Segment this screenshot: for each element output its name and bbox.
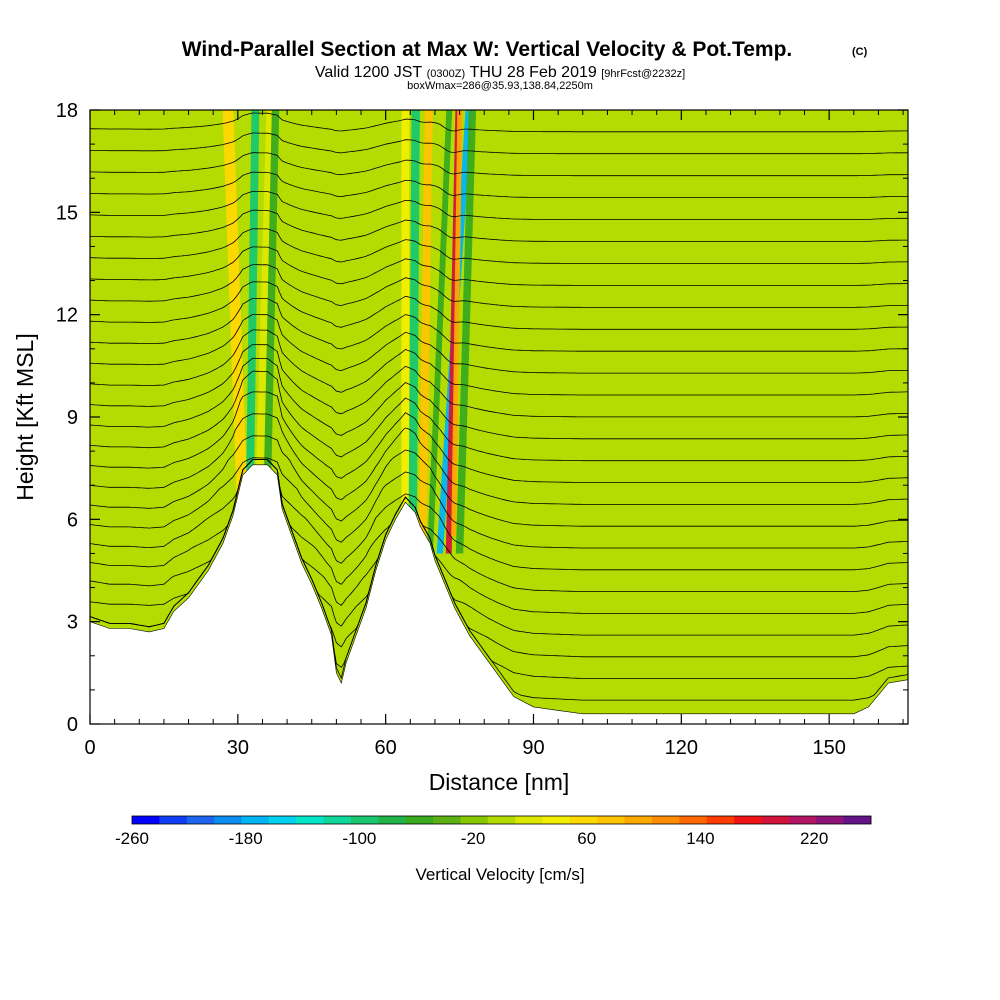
theta-contour bbox=[90, 314, 908, 374]
x-tick-label: 60 bbox=[375, 737, 397, 759]
theta-contour bbox=[90, 459, 908, 592]
x-tick-label: 0 bbox=[84, 737, 95, 759]
velocity-band bbox=[263, 110, 280, 486]
x-axis: 0 30 60 90 120 150 bbox=[84, 110, 904, 759]
x-tick-label: 90 bbox=[522, 737, 544, 759]
colorbar-tick-label: -260 bbox=[115, 829, 149, 848]
colorbar-swatch bbox=[186, 816, 215, 824]
velocity-band bbox=[246, 110, 260, 475]
colorbar-swatch bbox=[679, 816, 708, 824]
colorbar-label: Vertical Velocity [cm/s] bbox=[415, 865, 584, 884]
y-axis-label: Height [Kft MSL] bbox=[12, 333, 38, 500]
colorbar-swatch bbox=[624, 816, 653, 824]
theta-contour bbox=[90, 264, 908, 308]
x-tick-label: 120 bbox=[665, 737, 698, 759]
colorbar-swatch bbox=[214, 816, 242, 824]
theta-contour bbox=[90, 298, 908, 352]
theta-contour bbox=[90, 152, 908, 177]
velocity-band bbox=[451, 110, 463, 537]
theta-contour bbox=[90, 209, 908, 242]
theta-contour bbox=[90, 132, 908, 155]
theta-contour bbox=[90, 246, 908, 286]
colorbar-swatch bbox=[323, 816, 352, 824]
colorbar-swatch bbox=[542, 816, 571, 824]
terrain-mask bbox=[90, 464, 908, 724]
theta-contour bbox=[90, 413, 908, 505]
theta-contour bbox=[90, 357, 908, 440]
theta-contour bbox=[90, 459, 908, 571]
chart-subtitle-box: boxWmax=286@35.93,138.84,2250m bbox=[407, 80, 593, 92]
chart-title: Wind-Parallel Section at Max W: Vertical… bbox=[182, 38, 793, 61]
theta-contour bbox=[90, 459, 908, 614]
theta-contour bbox=[90, 171, 908, 198]
colorbar-swatch bbox=[487, 816, 516, 824]
theta-contours bbox=[90, 110, 908, 701]
colorbar-swatch bbox=[597, 816, 626, 824]
colorbar-swatch bbox=[460, 816, 489, 824]
y-tick-label: 9 bbox=[67, 407, 78, 429]
theta-contour bbox=[90, 391, 908, 483]
velocity-band bbox=[455, 110, 477, 554]
velocity-band bbox=[408, 110, 420, 520]
colorbar-tick-label: 60 bbox=[577, 829, 596, 848]
y-axis: 0 3 6 9 12 15 18 bbox=[56, 100, 908, 736]
colorbar-tick-label: -20 bbox=[461, 829, 486, 848]
theta-contour bbox=[90, 228, 908, 264]
terrain bbox=[90, 464, 908, 724]
subtitle-zulu: (0300Z) bbox=[427, 68, 466, 80]
colorbar-tick-label: -100 bbox=[342, 829, 376, 848]
velocity-band bbox=[222, 110, 249, 520]
x-axis-label: Distance [nm] bbox=[429, 769, 570, 795]
theta-contour bbox=[523, 110, 874, 111]
colorbar-swatch bbox=[350, 816, 379, 824]
colorbar-swatch bbox=[268, 816, 297, 824]
theta-contour bbox=[90, 191, 908, 220]
colorbar-swatch bbox=[843, 816, 872, 824]
colorbar-swatch bbox=[569, 816, 598, 824]
y-tick-label: 3 bbox=[67, 612, 78, 634]
y-tick-label: 6 bbox=[67, 509, 78, 531]
colorbar-swatch bbox=[515, 816, 543, 824]
colorbar-tick-label: -180 bbox=[229, 829, 263, 848]
colorbar: -260 -180 -100 -20 60 140 220 bbox=[115, 815, 872, 848]
subtitle-forecast: [9hrFcst@2232z] bbox=[601, 68, 685, 80]
x-tick-label: 150 bbox=[812, 737, 845, 759]
title-mark: (C) bbox=[852, 46, 868, 58]
y-tick-label: 15 bbox=[56, 202, 78, 224]
theta-contour bbox=[90, 344, 908, 418]
colorbar-swatch bbox=[296, 816, 324, 824]
theta-contour bbox=[90, 329, 908, 396]
chart-subtitle: Valid 1200 JST (0300Z) THU 28 Feb 2019 [… bbox=[315, 64, 685, 81]
colorbar-swatch bbox=[734, 816, 762, 824]
theta-contour bbox=[90, 457, 908, 549]
theta-contour bbox=[90, 281, 908, 330]
colorbar-swatch bbox=[652, 816, 680, 824]
theta-contour bbox=[90, 370, 908, 462]
colorbar-swatch bbox=[378, 816, 407, 824]
subtitle-date: THU 28 Feb 2019 bbox=[470, 64, 597, 81]
colorbar-swatch bbox=[241, 816, 270, 824]
velocity-band bbox=[418, 110, 433, 537]
theta-contour bbox=[90, 435, 908, 527]
y-tick-label: 18 bbox=[56, 100, 78, 122]
theta-contour bbox=[90, 112, 908, 133]
colorbar-swatch bbox=[816, 816, 845, 824]
colorbar-swatch bbox=[706, 816, 735, 824]
colorbar-frame bbox=[131, 815, 872, 825]
colorbar-tick-label: 140 bbox=[686, 829, 714, 848]
colorbar-swatch bbox=[132, 816, 160, 824]
colorbar-swatch bbox=[159, 816, 188, 824]
colorbar-swatch bbox=[433, 816, 461, 824]
colorbar-swatch bbox=[761, 816, 790, 824]
colorbar-tick-label: 220 bbox=[800, 829, 828, 848]
x-tick-label: 30 bbox=[227, 737, 249, 759]
y-tick-label: 12 bbox=[56, 305, 78, 327]
colorbar-swatch bbox=[405, 816, 434, 824]
subtitle-valid: Valid 1200 JST bbox=[315, 64, 423, 81]
colorbar-swatch bbox=[788, 816, 817, 824]
y-tick-label: 0 bbox=[67, 714, 78, 736]
